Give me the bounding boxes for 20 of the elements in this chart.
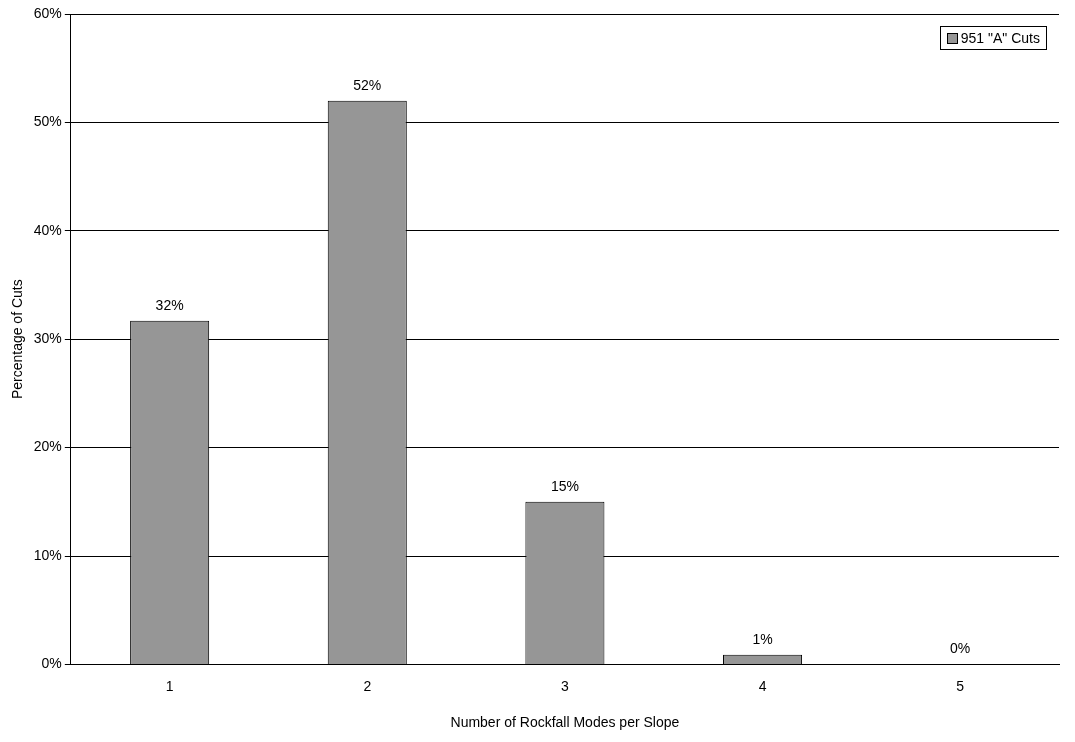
data-label: 32%	[155, 296, 184, 313]
y-tick-label: 60%	[33, 4, 62, 21]
y-axis-title: Percentage of Cuts	[9, 279, 26, 400]
x-axis-title: Number of Rockfall Modes per Slope	[450, 714, 680, 731]
y-tick-label: 50%	[33, 113, 62, 130]
y-tick-label: 40%	[33, 221, 62, 238]
data-label: 52%	[353, 76, 382, 93]
y-tick-label: 0%	[41, 655, 62, 672]
x-tick-label: 4	[758, 677, 767, 694]
x-tick-label: 3	[561, 677, 570, 694]
y-tick-label: 10%	[33, 546, 62, 563]
data-label: 1%	[752, 630, 773, 647]
y-tick-label: 30%	[33, 330, 62, 347]
data-label: 0%	[950, 640, 971, 657]
x-tick-label: 2	[363, 677, 372, 694]
y-tick-label: 20%	[33, 438, 62, 455]
x-tick-label: 1	[165, 677, 174, 694]
x-tick-label: 5	[956, 677, 965, 694]
legend-label: 951 "A" Cuts	[960, 30, 1040, 46]
data-label: 15%	[550, 477, 579, 494]
